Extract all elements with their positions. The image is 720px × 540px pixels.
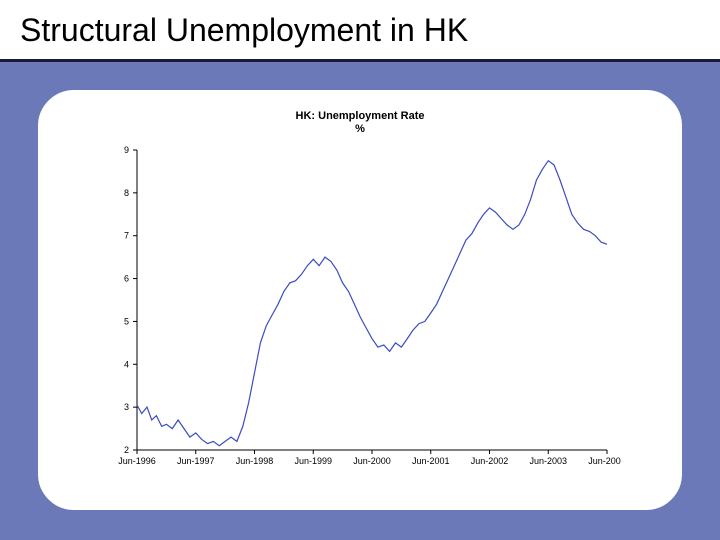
svg-text:9: 9 xyxy=(124,145,129,155)
svg-text:Jun-2002: Jun-2002 xyxy=(471,456,509,466)
svg-text:5: 5 xyxy=(124,317,129,327)
svg-text:Jun-1996: Jun-1996 xyxy=(118,456,156,466)
svg-text:Jun-2004: Jun-2004 xyxy=(588,456,621,466)
svg-text:Jun-1999: Jun-1999 xyxy=(294,456,332,466)
svg-text:6: 6 xyxy=(124,274,129,284)
slide-title-bar: Structural Unemployment in HK xyxy=(0,0,720,62)
svg-text:Jun-2003: Jun-2003 xyxy=(529,456,567,466)
svg-text:2: 2 xyxy=(124,445,129,455)
chart-panel: HK: Unemployment Rate % 2 3 4 5 6 7 8 9 Jun-1996… xyxy=(34,86,686,514)
svg-text:7: 7 xyxy=(124,231,129,241)
svg-text:8: 8 xyxy=(124,188,129,198)
chart-title: HK: Unemployment Rate % xyxy=(78,110,642,136)
slide-title: Structural Unemployment in HK xyxy=(20,12,700,49)
svg-text:Jun-1998: Jun-1998 xyxy=(236,456,274,466)
svg-text:Jun-2000: Jun-2000 xyxy=(353,456,391,466)
svg-text:Jun-1997: Jun-1997 xyxy=(177,456,215,466)
svg-text:Jun-2001: Jun-2001 xyxy=(412,456,450,466)
chart-area: HK: Unemployment Rate % 2 3 4 5 6 7 8 9 Jun-1996… xyxy=(78,110,642,490)
line-chart: 2 3 4 5 6 7 8 9 Jun-1996 Jun-1997 Jun-1998 Jun-1999… xyxy=(99,140,621,480)
chart-title-line1: HK: Unemployment Rate xyxy=(296,110,425,122)
svg-text:4: 4 xyxy=(124,360,129,370)
chart-title-line2: % xyxy=(355,123,365,135)
svg-text:3: 3 xyxy=(124,403,129,413)
